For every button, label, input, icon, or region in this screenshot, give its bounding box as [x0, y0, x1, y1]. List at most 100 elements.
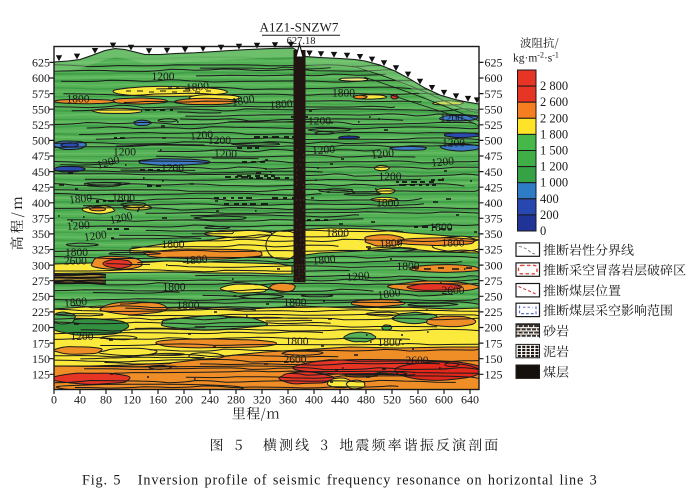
svg-text:1800: 1800: [162, 239, 185, 251]
svg-text:600: 600: [485, 71, 503, 85]
svg-text:475: 475: [32, 149, 50, 163]
svg-text:550: 550: [32, 102, 50, 116]
svg-text:0: 0: [540, 224, 546, 238]
svg-text:550: 550: [485, 102, 503, 116]
svg-text:1800: 1800: [312, 253, 336, 267]
svg-text:1200: 1200: [96, 154, 122, 172]
svg-text:250: 250: [485, 290, 503, 304]
svg-text:1800: 1800: [284, 297, 307, 309]
svg-text:1200: 1200: [308, 116, 331, 128]
svg-text:125: 125: [32, 368, 50, 382]
svg-text:1200: 1200: [113, 147, 136, 159]
svg-text:1800: 1800: [67, 94, 90, 106]
svg-text:120: 120: [123, 393, 141, 407]
svg-text:575: 575: [485, 87, 503, 101]
svg-text:1 500: 1 500: [540, 144, 568, 158]
svg-text:1800: 1800: [430, 222, 453, 234]
svg-text:450: 450: [485, 165, 503, 179]
svg-text:1800: 1800: [184, 254, 208, 268]
svg-text:350: 350: [32, 227, 50, 241]
svg-text:640: 640: [461, 393, 479, 407]
svg-text:450: 450: [32, 165, 50, 179]
svg-text:2 800: 2 800: [540, 79, 568, 93]
svg-text:A1Z1-SNZW7: A1Z1-SNZW7: [260, 20, 339, 35]
svg-text:200: 200: [485, 321, 503, 335]
svg-text:1200: 1200: [208, 135, 231, 147]
svg-text:175: 175: [32, 336, 50, 350]
svg-text:1800: 1800: [186, 80, 210, 94]
svg-text:2 200: 2 200: [540, 111, 568, 125]
svg-text:1200: 1200: [442, 138, 465, 150]
svg-text:1800: 1800: [332, 88, 355, 100]
svg-text:1 800: 1 800: [540, 127, 568, 141]
svg-text:400: 400: [485, 196, 503, 210]
svg-text:325: 325: [485, 243, 503, 257]
svg-text:1800: 1800: [65, 247, 88, 259]
svg-text:1800: 1800: [269, 98, 293, 112]
svg-text:575: 575: [32, 87, 50, 101]
svg-text:2600: 2600: [64, 256, 87, 268]
svg-text:360: 360: [279, 393, 297, 407]
svg-text:1200: 1200: [109, 210, 134, 227]
svg-text:1200: 1200: [312, 144, 336, 158]
svg-text:1200: 1200: [83, 229, 108, 244]
svg-text:1200: 1200: [214, 149, 237, 161]
svg-text:1800: 1800: [231, 93, 256, 109]
svg-text:525: 525: [485, 118, 503, 132]
svg-text:200: 200: [540, 208, 559, 222]
svg-text:525: 525: [32, 118, 50, 132]
svg-text:1200: 1200: [440, 113, 463, 125]
svg-text:kg·m-2·s-1: kg·m-2·s-1: [513, 51, 559, 65]
svg-text:2 600: 2 600: [540, 95, 568, 109]
svg-text:1200: 1200: [346, 270, 370, 284]
svg-text:Fig. 5 Inversion profile of: Fig. 5 Inversion profile of seismic freq…: [82, 473, 598, 489]
svg-text:1200: 1200: [66, 219, 90, 233]
svg-text:400: 400: [305, 393, 323, 407]
svg-text:325: 325: [32, 243, 50, 257]
svg-text:625: 625: [32, 56, 50, 70]
svg-text:250: 250: [32, 290, 50, 304]
svg-text:280: 280: [227, 393, 245, 407]
svg-text:300: 300: [485, 258, 503, 272]
svg-text:400: 400: [540, 192, 559, 206]
svg-text:200: 200: [175, 393, 193, 407]
svg-text:225: 225: [32, 305, 50, 319]
svg-text:1200: 1200: [431, 155, 455, 169]
svg-text:275: 275: [485, 274, 503, 288]
svg-text:1200: 1200: [190, 129, 214, 143]
svg-text:175: 175: [485, 336, 503, 350]
svg-text:125: 125: [485, 368, 503, 382]
svg-text:225: 225: [485, 305, 503, 319]
svg-text:480: 480: [357, 393, 375, 407]
svg-text:400: 400: [32, 196, 50, 210]
svg-text:320: 320: [253, 393, 271, 407]
svg-text:520: 520: [383, 393, 401, 407]
svg-text:425: 425: [485, 180, 503, 194]
svg-text:627.18: 627.18: [287, 36, 316, 47]
svg-text:1800: 1800: [286, 336, 309, 348]
svg-text:2600: 2600: [406, 355, 429, 367]
svg-text:1800: 1800: [326, 228, 349, 240]
svg-text:1800: 1800: [379, 237, 403, 251]
svg-text:425: 425: [32, 180, 50, 194]
svg-text:1800: 1800: [377, 287, 402, 302]
svg-text:150: 150: [32, 352, 50, 366]
svg-text:625: 625: [485, 56, 503, 70]
svg-text:475: 475: [485, 149, 503, 163]
svg-text:1200: 1200: [379, 171, 402, 183]
svg-text:275: 275: [32, 274, 50, 288]
svg-text:1800: 1800: [64, 296, 88, 310]
svg-text:150: 150: [485, 352, 503, 366]
svg-text:1800: 1800: [378, 337, 401, 349]
svg-text:160: 160: [149, 393, 167, 407]
svg-text:1200: 1200: [71, 331, 94, 343]
svg-text:80: 80: [100, 393, 112, 407]
svg-text:350: 350: [485, 227, 503, 241]
svg-text:375: 375: [485, 212, 503, 226]
svg-text:1800: 1800: [69, 192, 93, 206]
svg-text:1200: 1200: [161, 163, 184, 175]
svg-text:560: 560: [409, 393, 427, 407]
svg-text:0: 0: [51, 393, 57, 407]
svg-text:1800: 1800: [163, 281, 186, 293]
svg-text:500: 500: [32, 134, 50, 148]
